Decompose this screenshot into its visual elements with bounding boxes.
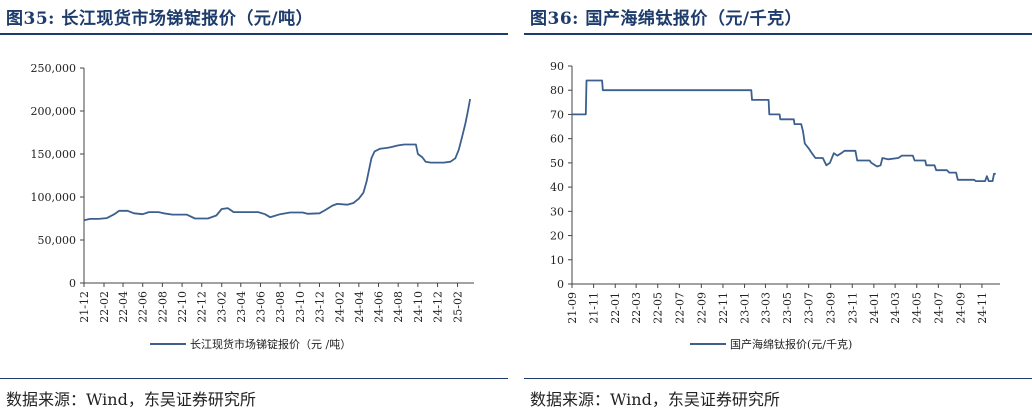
figure-title: 图36: 国产海绵钛报价（元/千克）: [530, 4, 802, 29]
x-tick-label: 23-11: [846, 292, 859, 324]
figure-label: 图36:: [530, 9, 579, 29]
footer-divider: [0, 378, 508, 379]
x-tick-label: 23-01: [739, 292, 752, 324]
x-tick-label: 22-01: [609, 292, 622, 324]
x-tick-label: 22-06: [137, 291, 150, 323]
y-tick-label: 250,000: [31, 62, 77, 75]
x-tick-label: 23-10: [294, 291, 307, 323]
x-tick-label: 25-02: [452, 291, 465, 323]
x-tick-label: 22-04: [117, 291, 130, 323]
x-tick-label: 23-07: [803, 292, 816, 324]
x-tick-label: 22-03: [630, 292, 643, 324]
source-note: 数据来源：Wind，东吴证券研究所: [530, 390, 780, 409]
x-tick-label: 22-07: [673, 292, 686, 324]
figure-label: 图35:: [6, 9, 55, 29]
x-tick-label: 23-04: [235, 291, 248, 323]
x-tick-label: 23-12: [313, 291, 326, 323]
y-tick-label: 50,000: [38, 234, 77, 247]
x-tick-label: 23-02: [216, 291, 229, 323]
x-tick-label: 24-05: [911, 292, 924, 324]
x-tick-label: 24-09: [954, 292, 967, 324]
y-tick-label: 10: [550, 254, 564, 267]
series-line: [83, 98, 471, 222]
chart-panel-antimony: 图35: 长江现货市场锑锭报价（元/吨） 250,000 200,000 150,0…: [0, 0, 508, 413]
x-tick-label: 24-06: [373, 291, 386, 323]
y-tick-label: 30: [550, 205, 564, 218]
y-tick-label: 0: [557, 278, 564, 291]
x-tick-label: 21-09: [566, 292, 579, 324]
figure-caption: 长江现货市场锑锭报价（元/吨）: [61, 9, 314, 29]
x-tick-label: 23-09: [825, 292, 838, 324]
x-tick-label: 22-08: [156, 291, 169, 323]
title-divider: [524, 33, 1032, 35]
y-tick-label: 20: [550, 230, 564, 243]
source-note: 数据来源：Wind，东吴证券研究所: [6, 390, 256, 409]
antimony-price-chart: 250,000 200,000 150,000 100,000 50,000 021-12…: [31, 62, 474, 351]
y-tick-label: 80: [550, 84, 564, 97]
figure-title: 图35: 长江现货市场锑锭报价（元/吨）: [6, 4, 313, 29]
y-tick-label: 0: [69, 277, 76, 290]
x-tick-label: 23-03: [759, 292, 772, 324]
x-tick-label: 24-07: [932, 292, 945, 324]
y-tick-label: 200,000: [31, 105, 77, 118]
x-tick-label: 24-11: [976, 292, 989, 324]
titanium-sponge-price-chart: 90 80 70 60 50 40 30 20 10 021-09 21-11 22-01 22-03 2…: [550, 60, 1000, 351]
x-tick-label: 23-08: [274, 291, 287, 323]
x-tick-label: 24-12: [432, 291, 445, 323]
y-tick-label: 40: [550, 181, 564, 194]
y-tick-label: 100,000: [31, 191, 77, 204]
figure-caption: 国产海绵钛报价（元/千克）: [585, 9, 803, 29]
x-tick-label: 22-11: [717, 292, 730, 324]
y-tick-label: 70: [550, 108, 564, 121]
x-tick-label: 22-05: [652, 292, 665, 324]
x-tick-label: 22-09: [695, 292, 708, 324]
x-tick-label: 24-01: [868, 292, 881, 324]
x-tick-label: 24-02: [333, 291, 346, 323]
chart-panel-titanium-sponge: 图36: 国产海绵钛报价（元/千克） 90 80 70 60 50 40 30 20 10 0 21…: [524, 0, 1032, 413]
x-tick-label: 23-05: [781, 292, 794, 324]
legend-label: 长江现货市场锑锭报价（元 /吨）: [190, 337, 351, 351]
y-tick-label: 60: [550, 133, 564, 146]
y-tick-label: 150,000: [31, 148, 77, 161]
x-tick-label: 21-11: [588, 292, 601, 324]
x-tick-label: 22-10: [176, 291, 189, 323]
y-tick-label: 90: [550, 60, 564, 73]
series-line: [572, 79, 996, 183]
footer-divider: [524, 378, 1032, 379]
x-tick-label: 22-02: [98, 291, 111, 323]
x-tick-label: 24-10: [412, 291, 425, 323]
legend-label: 国产海绵钛报价(元/千克): [730, 337, 852, 351]
x-tick-label: 21-12: [78, 291, 91, 323]
y-tick-label: 50: [550, 157, 564, 170]
x-tick-label: 24-08: [392, 291, 405, 323]
title-divider: [0, 33, 508, 35]
x-tick-label: 24-04: [353, 291, 366, 323]
x-tick-label: 23-06: [254, 291, 267, 323]
x-tick-label: 24-03: [889, 292, 902, 324]
x-tick-label: 22-12: [196, 291, 209, 323]
